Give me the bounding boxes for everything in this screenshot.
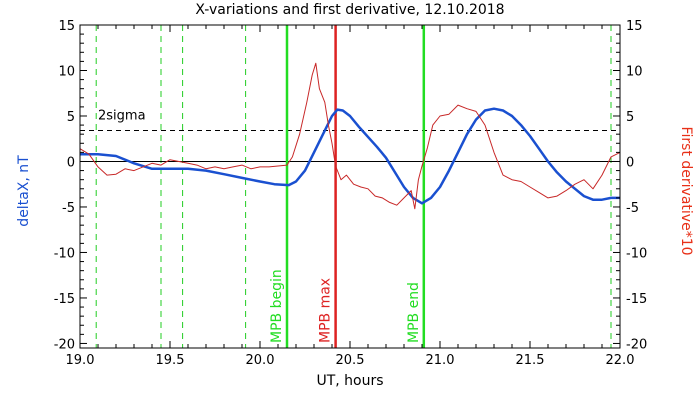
event-marker-label: MPB max bbox=[318, 278, 334, 343]
y-tick-label-right: 0 bbox=[626, 155, 634, 170]
y-tick-label-left: -5 bbox=[62, 201, 75, 216]
x-tick-label: 19.5 bbox=[156, 353, 185, 368]
axes-layer: 19.0 19.5 20.0 20.5 21.0 21.5 22.0 15 15 10 10 5 5 0 0… bbox=[54, 19, 647, 368]
y-tick-label-right: 5 bbox=[626, 110, 634, 125]
series-layer bbox=[79, 62, 621, 210]
y-tick-label-right: -15 bbox=[626, 292, 647, 307]
x-axis-label: UT, hours bbox=[316, 373, 383, 389]
marker-layer: 2sigma MPB begin MPB max MPB end bbox=[80, 25, 620, 348]
series-line-2 bbox=[79, 62, 621, 210]
y-tick-label-right: -20 bbox=[626, 337, 647, 352]
event-marker-label: MPB begin bbox=[269, 269, 285, 343]
y-tick-label-left: 5 bbox=[67, 110, 75, 125]
y-tick-label-left: -10 bbox=[54, 246, 75, 261]
y-tick-label-right: -10 bbox=[626, 246, 647, 261]
y-tick-label-left: 15 bbox=[58, 19, 75, 34]
x-tick-label: 20.5 bbox=[336, 353, 365, 368]
threshold-label: 2sigma bbox=[98, 109, 146, 124]
y-tick-label-left: -20 bbox=[54, 337, 75, 352]
y-axis-label-left: deltaX, nT bbox=[16, 155, 32, 227]
x-tick-label: 19.0 bbox=[66, 353, 95, 368]
y-tick-label-left: 10 bbox=[58, 64, 75, 79]
y-tick-label-left: -15 bbox=[54, 292, 75, 307]
y-tick-label-right: 15 bbox=[626, 19, 643, 34]
chart-title: X-variations and first derivative, 12.10… bbox=[195, 2, 504, 18]
y-tick-label-left: 0 bbox=[67, 155, 75, 170]
x-tick-label: 20.0 bbox=[246, 353, 275, 368]
y-tick-label-right: 10 bbox=[626, 64, 643, 79]
x-tick-label: 21.0 bbox=[426, 353, 455, 368]
y-tick-label-right: -5 bbox=[626, 201, 639, 216]
x-tick-label: 21.5 bbox=[516, 353, 545, 368]
event-marker-label: MPB end bbox=[406, 282, 422, 343]
x-tick-label: 22.0 bbox=[606, 353, 635, 368]
y-axis-label-right: First derivative*10 bbox=[678, 126, 694, 255]
series-line-1 bbox=[80, 107, 620, 205]
